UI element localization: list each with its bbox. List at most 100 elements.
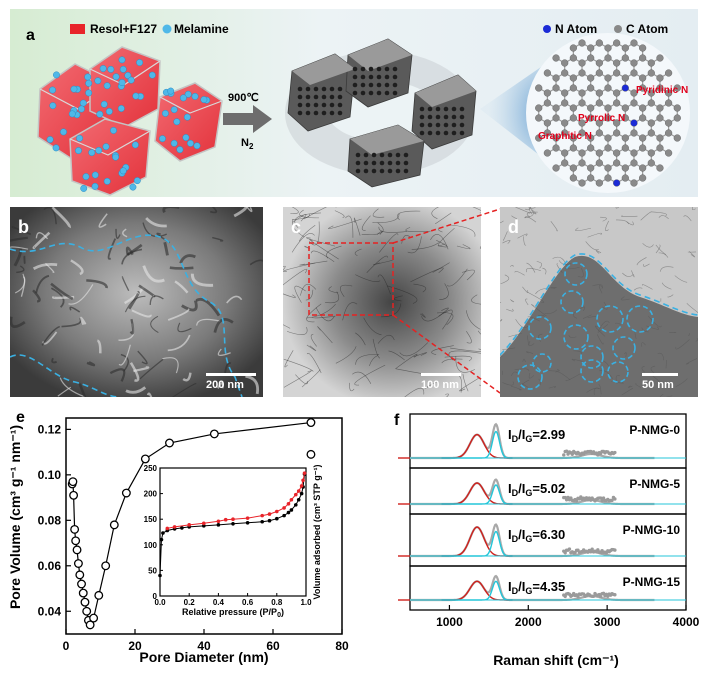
pore-dot (338, 95, 343, 100)
carbon-atom (561, 150, 568, 157)
melamine-legend-dot (163, 25, 172, 34)
carbon-atom (631, 130, 638, 137)
carbon-atom (544, 100, 551, 107)
pore-dot (428, 107, 433, 112)
isotherm-adsorption-point (287, 511, 291, 515)
pore-data-point (83, 607, 91, 615)
melamine-particle (136, 59, 142, 65)
pore-data-point (307, 419, 315, 427)
pore-dot (372, 169, 377, 174)
scale-bar-d (642, 373, 678, 376)
isotherm-desorption-point (268, 512, 272, 516)
pore-dot (460, 131, 465, 136)
carbon-atom (596, 100, 603, 107)
isotherm-desorption-point (303, 471, 307, 475)
x-tick-label: 80 (335, 639, 349, 653)
carbon-atom (605, 105, 612, 112)
isotherm-adsorption-point (246, 521, 250, 525)
pore-dot (372, 161, 377, 166)
pore-dot (369, 67, 374, 72)
isotherm-adsorption-point (231, 522, 235, 526)
melamine-particle (149, 72, 155, 78)
pore-dot (330, 111, 335, 116)
carbon-atom (587, 175, 594, 182)
carbon-atom (579, 160, 586, 167)
carbon-atom (570, 45, 577, 52)
melamine-particle (103, 143, 109, 149)
zoom-connectors (390, 207, 510, 397)
carbon-atom (639, 75, 646, 82)
carbon-atom (613, 150, 620, 157)
carbon-atom (648, 70, 655, 77)
carbon-atom (648, 120, 655, 127)
isotherm-desorption-point (290, 498, 294, 502)
pore-dot (393, 83, 398, 88)
x-tick-label: 20 (128, 639, 142, 653)
carbon-atom (553, 55, 560, 62)
pore-dot (353, 91, 358, 96)
scale-label-d: 50 nm (642, 379, 674, 391)
id-ig-ratio: ID/IG=2.99 (508, 427, 565, 444)
isotherm-adsorption-point (297, 498, 301, 502)
pore-dot (306, 95, 311, 100)
pyrrolic-n-label: Pyrrolic N (578, 113, 625, 124)
carbon-atom (596, 40, 603, 47)
melamine-particle (85, 74, 91, 80)
pore-dot (452, 107, 457, 112)
pore-dot (338, 87, 343, 92)
pore-dot (377, 83, 382, 88)
raw-data-point (562, 453, 565, 456)
carbon-atom (561, 160, 568, 167)
melamine-particle (95, 78, 101, 84)
resol-legend-label: Resol+F127 (90, 22, 157, 36)
melamine-particle (183, 134, 189, 140)
melamine-particle (106, 108, 112, 114)
pore-size-distribution-chart: e Pore Diameter (nm) Pore Volume (cm³ g⁻… (0, 402, 360, 671)
isotherm-desorption-point (246, 516, 250, 520)
melamine-particle (85, 90, 91, 96)
melamine-particle (113, 74, 119, 80)
inset-x-tick-label: 0.2 (184, 598, 196, 607)
carbon-atom (622, 105, 629, 112)
pore-dot (420, 115, 425, 120)
pore-dot (428, 131, 433, 136)
panel-e-letter: e (16, 409, 25, 426)
pore-dot (322, 95, 327, 100)
pore-dot (444, 115, 449, 120)
inset-frame (160, 468, 306, 596)
melamine-particle (133, 93, 139, 99)
pyridinic-n-label: Pyridinic N (636, 85, 688, 96)
pore-dot (388, 169, 393, 174)
pore-dot (361, 91, 366, 96)
inset-y-tick-label: 0 (153, 592, 158, 601)
panel-f-letter: f (394, 412, 400, 429)
carbon-atom (665, 150, 672, 157)
carbon-atom (570, 75, 577, 82)
carbon-atom (587, 85, 594, 92)
pore-data-point (211, 430, 219, 438)
pore-dot (364, 153, 369, 158)
pore-data-point (75, 560, 83, 568)
sem-flake (170, 268, 194, 269)
carbon-atom (570, 175, 577, 182)
carbon-atom (631, 60, 638, 67)
raw-data-point (613, 497, 616, 500)
carbon-atom (579, 70, 586, 77)
pore-dot (330, 95, 335, 100)
x-tick-label: 60 (266, 639, 280, 653)
pore-dot (306, 111, 311, 116)
carbon-atom (613, 90, 620, 97)
pore-dot (393, 91, 398, 96)
carbon-atom (587, 165, 594, 172)
isotherm-desorption-point (166, 527, 170, 531)
melamine-particle (81, 185, 87, 191)
inset-y-axis-label: Volume adsorbed (cm³ STP g⁻¹) (312, 465, 322, 600)
pore-dot (396, 153, 401, 158)
melamine-particle (112, 154, 118, 160)
resol-legend-swatch (70, 24, 85, 34)
pore-data-point (70, 492, 78, 500)
carbon-atom (596, 130, 603, 137)
melamine-particle (78, 106, 84, 112)
panel-d-hrtem-image: d 50 nm (500, 207, 698, 397)
pore-dot (404, 161, 409, 166)
